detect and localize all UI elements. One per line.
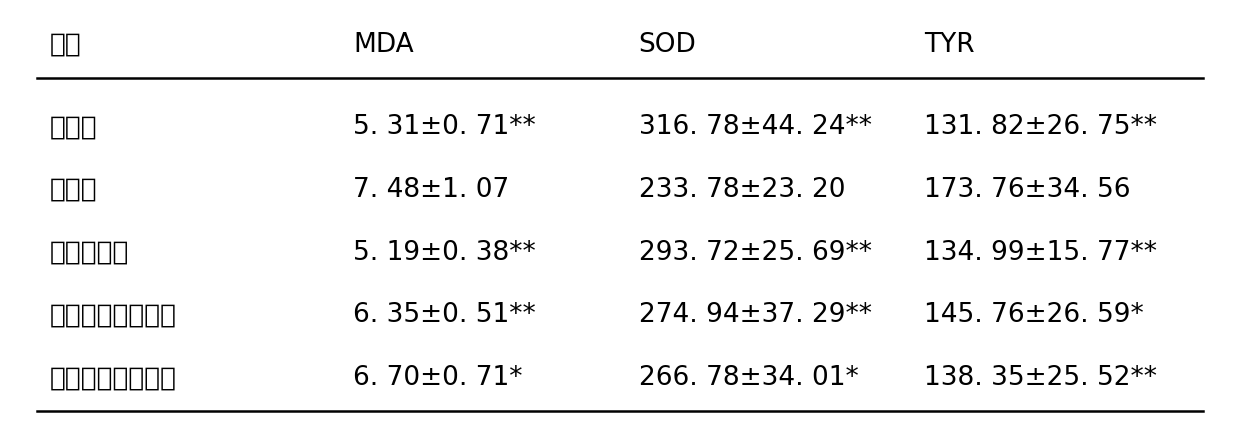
Text: 266. 78±34. 01*: 266. 78±34. 01* (639, 365, 858, 391)
Text: 293. 72±25. 69**: 293. 72±25. 69** (639, 240, 872, 266)
Text: 145. 76±26. 59*: 145. 76±26. 59* (924, 302, 1143, 329)
Text: 5. 31±0. 71**: 5. 31±0. 71** (353, 114, 536, 140)
Text: 138. 35±25. 52**: 138. 35±25. 52** (924, 365, 1157, 391)
Text: 消斑精油小剂量组: 消斑精油小剂量组 (50, 365, 176, 391)
Text: 134. 99±15. 77**: 134. 99±15. 77** (924, 240, 1157, 266)
Text: 6. 70±0. 71*: 6. 70±0. 71* (353, 365, 523, 391)
Text: SOD: SOD (639, 31, 697, 58)
Text: 空白组: 空白组 (50, 114, 97, 140)
Text: 6. 35±0. 51**: 6. 35±0. 51** (353, 302, 536, 329)
Text: 173. 76±34. 56: 173. 76±34. 56 (924, 177, 1131, 203)
Text: 消斑精油大剂量组: 消斑精油大剂量组 (50, 302, 176, 329)
Text: 氢琨乳膏组: 氢琨乳膏组 (50, 240, 129, 266)
Text: TYR: TYR (924, 31, 975, 58)
Text: 5. 19±0. 38**: 5. 19±0. 38** (353, 240, 536, 266)
Text: 233. 78±23. 20: 233. 78±23. 20 (639, 177, 846, 203)
Text: 316. 78±44. 24**: 316. 78±44. 24** (639, 114, 872, 140)
Text: 模型组: 模型组 (50, 177, 97, 203)
Text: 组别: 组别 (50, 31, 82, 58)
Text: 131. 82±26. 75**: 131. 82±26. 75** (924, 114, 1157, 140)
Text: 7. 48±1. 07: 7. 48±1. 07 (353, 177, 510, 203)
Text: 274. 94±37. 29**: 274. 94±37. 29** (639, 302, 872, 329)
Text: MDA: MDA (353, 31, 414, 58)
